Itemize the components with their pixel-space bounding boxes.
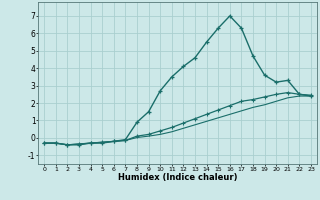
X-axis label: Humidex (Indice chaleur): Humidex (Indice chaleur) — [118, 173, 237, 182]
